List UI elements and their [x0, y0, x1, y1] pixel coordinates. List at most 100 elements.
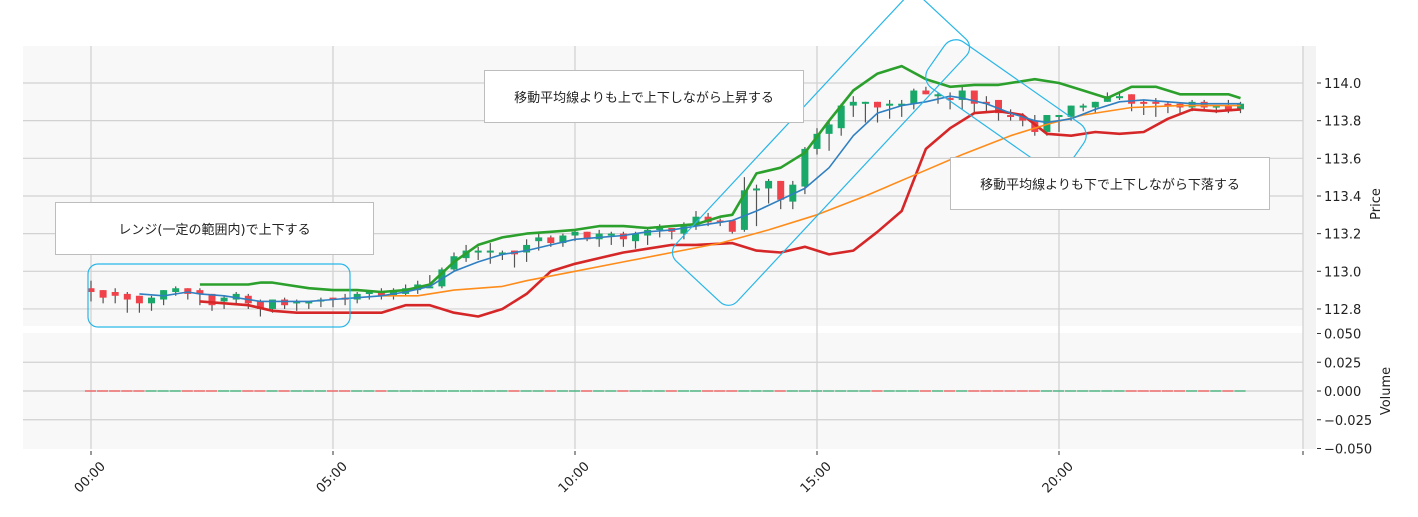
candle-up — [958, 90, 966, 100]
candle-up — [1079, 105, 1087, 108]
price-tick-label: 113.4 — [1324, 190, 1361, 205]
candle-up — [293, 301, 301, 304]
candle-up — [898, 103, 906, 106]
candle-down — [135, 295, 143, 304]
candle-up — [438, 269, 446, 287]
candle-up — [1212, 105, 1220, 108]
candle-down — [1019, 116, 1027, 121]
candle-down — [1164, 103, 1172, 106]
candle-up — [849, 101, 857, 106]
candle-down — [874, 101, 881, 108]
candle-down — [256, 301, 264, 309]
candle-up — [861, 101, 869, 104]
volume-tick-label: 0.025 — [1324, 356, 1361, 371]
candle-up — [498, 252, 506, 255]
volume-tick-label: 0.000 — [1324, 385, 1361, 400]
candle-down — [1128, 94, 1136, 104]
candle-up — [269, 299, 276, 309]
candle-up — [607, 233, 615, 236]
downtrend-highlight-box — [925, 39, 1087, 173]
candle-up — [148, 297, 155, 304]
candle-up — [740, 190, 748, 230]
price-tick-label: 114.0 — [1324, 77, 1361, 92]
candle-down — [777, 180, 785, 200]
candle-up — [1067, 105, 1075, 117]
candle-up — [680, 226, 688, 234]
time-tick-label: 10:00 — [556, 459, 593, 496]
candle-down — [982, 101, 990, 104]
candle-up — [160, 290, 168, 300]
candle-down — [1152, 101, 1160, 104]
candle-down — [123, 293, 131, 300]
candle-up — [910, 90, 918, 104]
price-tick-label: 113.8 — [1324, 115, 1361, 130]
candle-down — [547, 237, 555, 244]
candle-down — [208, 293, 216, 306]
price-axis-title: Price — [1369, 188, 1384, 220]
candle-up — [353, 293, 361, 300]
annotation-range-text: レンジ(一定の範囲内)で上下する — [118, 223, 311, 238]
candle-up — [559, 235, 567, 244]
candle-up — [595, 233, 603, 240]
candle-down — [329, 297, 337, 300]
candle-up — [571, 231, 579, 236]
candle-down — [1224, 105, 1232, 112]
candle-down — [1140, 101, 1148, 104]
candle-up — [813, 133, 821, 149]
volume-tick-label: 0.050 — [1324, 328, 1361, 343]
candle-down — [995, 99, 1002, 114]
annotation-downtrend-text: 移動平均線よりも下で上下しながら下落する — [980, 178, 1240, 193]
candle-down — [1031, 120, 1039, 132]
candle-up — [535, 237, 543, 242]
candle-up — [1043, 115, 1051, 132]
candle-up — [825, 124, 833, 134]
candle-down — [619, 233, 627, 240]
candle-up — [1237, 103, 1244, 110]
annotation-range: レンジ(一定の範囲内)で上下する — [55, 202, 374, 255]
annotation-uptrend-text: 移動平均線よりも上で上下しながら上昇する — [514, 91, 774, 106]
candle-up — [644, 229, 652, 236]
candle-down — [87, 288, 95, 293]
candle-down — [281, 299, 289, 306]
volume-tick-label: −0.025 — [1324, 414, 1372, 429]
candle-up — [765, 180, 773, 189]
candle-up — [1055, 115, 1063, 118]
candle-up — [1116, 96, 1123, 99]
candle-down — [728, 220, 736, 232]
candle-up — [220, 297, 228, 302]
candle-up — [426, 286, 434, 289]
price-tick-label: 113.0 — [1324, 265, 1361, 280]
candle-down — [970, 90, 978, 104]
price-tick-label: 113.6 — [1324, 152, 1361, 167]
candle-up — [523, 244, 531, 253]
sma-short-line — [139, 95, 1241, 303]
candle-up — [789, 184, 797, 202]
candle-up — [886, 103, 894, 106]
candle-up — [172, 288, 180, 293]
candle-up — [365, 292, 373, 295]
candle-down — [946, 98, 954, 101]
price-tick-label: 113.2 — [1324, 228, 1361, 243]
candle-down — [196, 290, 204, 294]
range-highlight-box — [87, 263, 351, 328]
time-tick-label: 05:00 — [314, 459, 351, 496]
candle-down — [1007, 115, 1015, 118]
candle-up — [632, 233, 639, 242]
volume-axis-title: Volume — [1379, 367, 1394, 415]
candle-up — [753, 188, 760, 191]
candle-up — [837, 105, 845, 129]
candle-down — [99, 290, 107, 298]
time-tick-label: 00:00 — [72, 459, 109, 496]
candle-up — [305, 301, 313, 304]
candle-up — [1091, 101, 1099, 108]
candle-up — [1188, 101, 1196, 108]
time-tick-label: 20:00 — [1040, 459, 1077, 496]
candle-up — [934, 94, 942, 97]
time-tick-label: 15:00 — [798, 459, 835, 496]
candle-up — [232, 293, 240, 300]
candle-down — [583, 231, 591, 240]
candle-down — [111, 292, 119, 296]
annotation-uptrend: 移動平均線よりも上で上下しながら上昇する — [484, 70, 804, 123]
candle-down — [1200, 101, 1208, 108]
